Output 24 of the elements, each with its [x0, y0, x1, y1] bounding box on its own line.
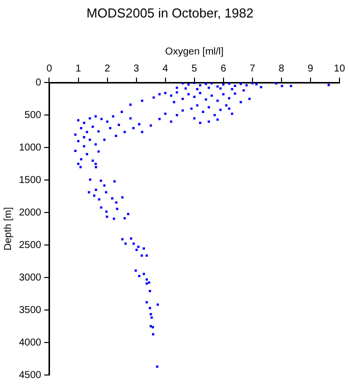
y-tick-label: 4000 — [18, 337, 42, 348]
x-tick-label: 9 — [308, 63, 314, 74]
x-tick-label: 10 — [334, 63, 346, 74]
y-tick-label: 0 — [36, 77, 42, 88]
y-tick-label: 2000 — [18, 207, 42, 218]
chart-title: MODS2005 in October, 1982 — [86, 5, 254, 20]
x-tick-label: 3 — [134, 63, 140, 74]
y-tick-label: 3000 — [18, 272, 42, 284]
y-tick-label: 2500 — [18, 240, 42, 251]
y-tick-label: 3500 — [18, 304, 42, 316]
x-tick-label: 8 — [278, 63, 285, 74]
y-tick-label: 1500 — [18, 174, 42, 186]
y-tick-label: 500 — [24, 110, 42, 121]
x-axis-title: Oxygen [ml/l] — [165, 46, 224, 58]
y-tick-label: 4500 — [18, 370, 42, 381]
x-tick-label: 0 — [46, 63, 52, 74]
x-tick-label: 1 — [75, 63, 82, 74]
x-tick-label: 7 — [250, 63, 256, 74]
x-tick-label: 4 — [162, 63, 169, 74]
x-tick-label: 6 — [220, 63, 227, 74]
x-tick-label: 5 — [192, 63, 198, 74]
x-tick-label: 2 — [104, 63, 111, 74]
y-axis-title: Depth [m] — [2, 206, 14, 250]
y-tick-label: 1000 — [18, 142, 42, 154]
